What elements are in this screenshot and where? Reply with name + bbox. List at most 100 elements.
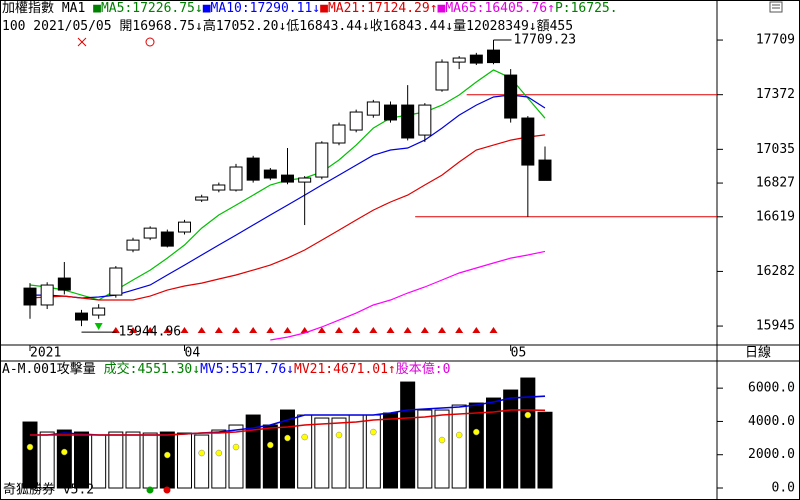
volume-dot [198, 449, 205, 457]
volume-dot [455, 431, 463, 439]
volume-bar [194, 434, 210, 489]
volume-bar [177, 432, 192, 489]
x-tick-label: 05 [511, 346, 527, 361]
volume-dot [473, 428, 480, 436]
candle-body [418, 104, 432, 136]
signal-triangle [197, 327, 206, 333]
candle-body [143, 227, 157, 239]
legend-entry: A-M.001攻擊量 [2, 362, 104, 377]
volume-bar [108, 431, 124, 489]
volume-average [30, 409, 546, 436]
candle-body [315, 142, 329, 178]
cross-marker [77, 37, 87, 47]
volume-bar [228, 424, 244, 489]
signal-triangle [283, 327, 292, 333]
signal-triangle [111, 327, 120, 333]
price-subheader: 100 2021/05/05 開16968.75↓高17052.20↓低1684… [2, 19, 574, 34]
volume-dot [232, 443, 240, 451]
signal-triangle [352, 327, 361, 333]
candle-body [178, 221, 191, 233]
candle-body [401, 104, 415, 139]
period-label: 日線 [745, 345, 771, 361]
moving-average [29, 134, 546, 301]
signal-triangle [163, 327, 172, 333]
legend-entry: 加權指數 MA1 [2, 1, 94, 16]
candle-body [229, 166, 243, 191]
signal-dot [146, 486, 154, 494]
candle-body [92, 307, 106, 316]
y-tick-label: 17709 [756, 33, 795, 48]
volume-bar [348, 414, 364, 489]
legend-entry: ■MA21:17124.29↑ [320, 1, 438, 16]
moving-average [29, 69, 546, 301]
legend-entry: ■MA10:17290.11↓ [202, 1, 321, 16]
candle-body [366, 101, 380, 116]
candle-body [212, 184, 226, 191]
x-tick-label: 2021 [30, 346, 61, 361]
candle-body [435, 61, 449, 91]
signal-triangle [472, 327, 481, 333]
volume-bar [417, 409, 433, 489]
legend-entry: MV5:5517.76↓ [200, 362, 294, 377]
y-tick-label: 15945 [756, 319, 795, 334]
y-tick-label: 6000.0 [748, 381, 795, 396]
volume-bar [365, 414, 381, 489]
volume-bar [520, 377, 536, 489]
annotation: 17709.23 [514, 33, 577, 48]
signal-triangle [455, 327, 464, 333]
y-tick-label: 17372 [756, 87, 795, 102]
signal-triangle [146, 327, 155, 333]
volume-bar [74, 431, 89, 489]
volume-dot [438, 436, 446, 444]
signal-triangle [369, 327, 378, 333]
annotation: 15944.96 [119, 325, 182, 340]
candle-body [332, 124, 346, 144]
volume-bar [537, 411, 553, 489]
volume-bar [159, 431, 175, 489]
volume-bar [142, 432, 158, 489]
volume-header: A-M.001攻擊量 成交:4551.30↓MV5:5517.76↓MV21:4… [2, 361, 716, 378]
candle-body [195, 196, 209, 201]
signal-triangle [420, 327, 429, 333]
volume-dot [524, 411, 532, 419]
volume-bar [503, 389, 519, 489]
volume-dot [301, 433, 308, 441]
x-tick-label: 04 [185, 346, 201, 361]
volume-bar [434, 409, 450, 489]
candle-body [538, 159, 552, 181]
signal-triangle [386, 327, 395, 333]
signal-arrow [94, 323, 103, 330]
volume-bar [91, 434, 107, 489]
y-tick-label: 2000.0 [748, 447, 795, 462]
volume-bar [125, 431, 141, 489]
signal-triangle [249, 327, 258, 333]
candle-body [75, 312, 88, 321]
volume-dot [370, 428, 377, 436]
candle-body [298, 177, 312, 183]
volume-bar [314, 417, 330, 489]
volume-dot [284, 434, 291, 442]
moving-average [270, 250, 546, 341]
volume-bar [451, 404, 467, 489]
window-icon[interactable] [769, 1, 783, 13]
volume-bar [211, 429, 227, 489]
candle-body [384, 104, 397, 121]
legend-entry: 股本億:0 [395, 362, 451, 377]
candle-body [504, 74, 518, 119]
signal-triangle [232, 327, 240, 333]
candle-body [452, 57, 466, 63]
y-tick-label: 16827 [756, 176, 795, 191]
footer: 奇狐勝券 v5.2 [3, 482, 94, 498]
y-tick-label: 4000.0 [748, 414, 795, 429]
signal-triangle [489, 327, 498, 333]
signal-triangle [438, 327, 446, 333]
signal-triangle [180, 327, 189, 333]
volume-bar [486, 397, 501, 489]
y-tick-label: 16619 [756, 209, 795, 224]
candle-body [23, 287, 37, 306]
volume-bar [400, 381, 416, 489]
candle-body [57, 277, 71, 291]
candle-body [246, 157, 260, 181]
